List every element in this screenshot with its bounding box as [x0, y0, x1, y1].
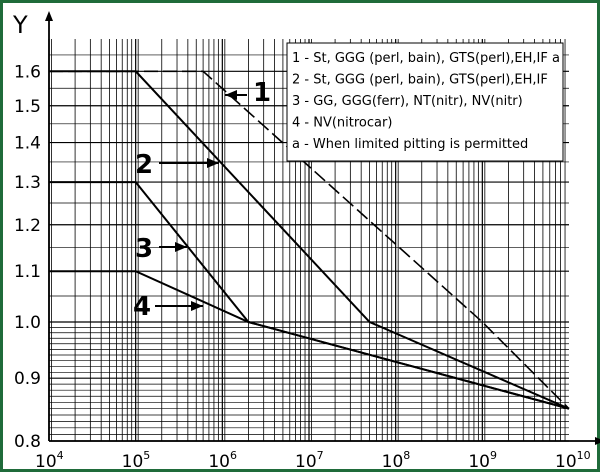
- callout-arrowhead-3: [175, 242, 187, 252]
- y-tick-label: 1.1: [14, 262, 41, 282]
- y-tick-label: 1.5: [14, 97, 41, 117]
- legend-entry: 1 - St, GGG (perl, bain), GTS(perl),EH,I…: [292, 51, 560, 66]
- tick-labels: 104 105 106 107 108 109 1010 0.8 0.9 1.0 1.1 1.2 1.3…: [14, 62, 591, 472]
- cycle-factor-chart: 104 105 106 107 108 109 1010 0.8 0.9 1.0 1.1 1.2 1.3…: [12, 11, 600, 472]
- curve-2: [49, 70, 570, 410]
- y-tick-label: 0.9: [14, 369, 41, 389]
- legend-box: [286, 42, 564, 162]
- y-tick-label: 1.2: [14, 216, 41, 236]
- y-tick-label: 1.6: [14, 62, 41, 82]
- legend-entry: 3 - GG, GGG(ferr), NT(nitr), NV(nitr): [292, 94, 523, 109]
- legend-entry: a - When limited pitting is permitted: [292, 137, 528, 152]
- y-tick-label: 1.0: [14, 313, 41, 333]
- y-axis-arrow: [45, 11, 53, 21]
- x-tick-label: 109: [468, 449, 497, 472]
- x-axis-arrow: [595, 437, 600, 445]
- x-tick-label: 107: [295, 449, 324, 472]
- legend: 1 - St, GGG (perl, bain), GTS(perl),EH,I…: [286, 42, 564, 162]
- callout-label-4: 4: [133, 292, 151, 322]
- curves: [49, 70, 570, 410]
- callout-arrowhead-4: [191, 301, 203, 311]
- x-tick-label: 108: [382, 449, 411, 472]
- callout-arrowhead-1: [225, 90, 237, 100]
- y-tick-label: 0.8: [14, 432, 41, 452]
- callout-arrowhead-2: [207, 158, 219, 168]
- callouts: 1 2 3 4: [133, 78, 271, 322]
- curve-4: [49, 270, 570, 410]
- callout-label-2: 2: [135, 150, 153, 180]
- callout-label-3: 3: [135, 234, 153, 264]
- legend-entry: 4 - NV(nitrocar): [292, 116, 392, 131]
- x-tick-label: 105: [122, 449, 151, 472]
- callout-label-1: 1: [253, 78, 271, 108]
- x-tick-label: 104: [35, 449, 64, 472]
- legend-entry: 2 - St, GGG (perl, bain), GTS(perl),EH,I…: [292, 73, 548, 88]
- x-tick-label: 106: [208, 449, 237, 472]
- x-tick-label: 1010: [555, 449, 591, 472]
- y-tick-label: 1.3: [14, 173, 41, 193]
- axes: [45, 11, 600, 445]
- y-tick-label: 1.4: [14, 134, 41, 154]
- y-axis-title: Y: [12, 11, 28, 39]
